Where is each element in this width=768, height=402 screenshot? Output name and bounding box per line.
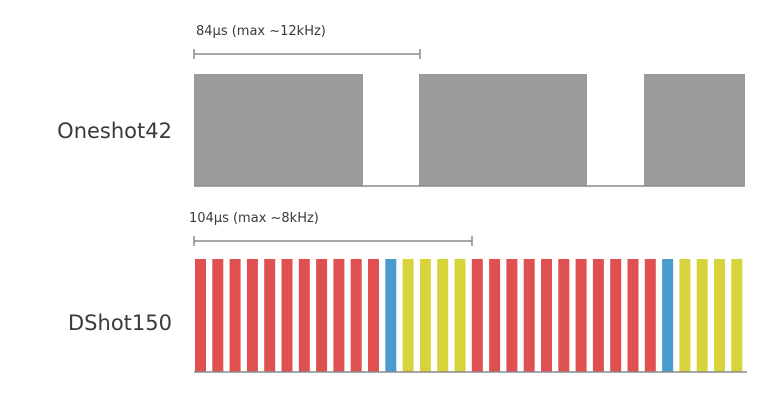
dshot-bit-zero: [368, 259, 379, 372]
dshot-bit-zero: [195, 259, 206, 372]
dshot-bit-zero: [575, 259, 587, 372]
dshot-bit-zero: [298, 259, 310, 372]
dshot-row: 104µs (max ~8kHz) DShot150: [68, 211, 747, 373]
dshot-bit-crc: [402, 259, 414, 372]
dshot-bit-zero: [281, 259, 293, 372]
dshot-bit-zero: [489, 259, 501, 372]
dshot-bit-crc: [714, 259, 725, 372]
dshot-bit-zero: [627, 259, 639, 372]
dshot-bit-crc: [696, 259, 708, 372]
dshot-bit-telemetry: [662, 259, 674, 372]
dshot-bit-zero: [316, 259, 328, 372]
dshot-bit-zero: [246, 259, 258, 372]
oneshot-pulse: [419, 74, 587, 186]
dshot-bit-telemetry: [385, 259, 397, 372]
dshot-period-label: 104µs (max ~8kHz): [189, 211, 319, 226]
dshot-bit-zero: [506, 259, 518, 372]
dshot-label: DShot150: [68, 311, 172, 335]
dshot-bit-zero: [471, 259, 483, 372]
oneshot-pulse: [644, 74, 745, 186]
dshot-bit-zero: [541, 259, 552, 372]
dshot-bit-zero: [558, 259, 570, 372]
dshot-bit-crc: [679, 259, 691, 372]
dshot-bit-zero: [212, 259, 224, 372]
dshot-period-marker: [193, 236, 473, 246]
oneshot-period-marker: [193, 49, 421, 59]
oneshot-label: Oneshot42: [57, 119, 172, 143]
dshot-bit-zero: [592, 259, 604, 372]
oneshot-pulse: [194, 74, 363, 186]
dshot-bit-zero: [523, 259, 535, 372]
dshot-bit-zero: [610, 259, 622, 372]
dshot-bit-zero: [333, 259, 345, 372]
dshot-bit-zero: [264, 259, 276, 372]
oneshot-row: 84µs (max ~12kHz) Oneshot42: [57, 24, 745, 187]
dshot-bit-zero: [350, 259, 362, 372]
dshot-bit-crc: [437, 259, 449, 372]
dshot-bit-crc: [454, 259, 466, 372]
oneshot-pulses: [194, 74, 745, 186]
oneshot-period-label: 84µs (max ~12kHz): [196, 24, 326, 39]
dshot-bit-zero: [229, 259, 241, 372]
dshot-bit-crc: [731, 259, 743, 372]
dshot-bits: [195, 259, 743, 372]
dshot-bit-zero: [644, 259, 656, 372]
dshot-bit-crc: [419, 259, 431, 372]
